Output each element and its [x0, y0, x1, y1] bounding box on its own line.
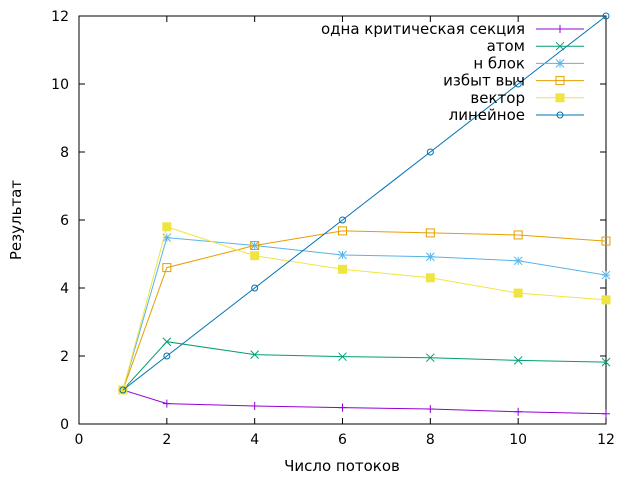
data-point: [426, 148, 434, 156]
data-point: [338, 352, 347, 362]
data-point: [338, 250, 347, 260]
data-point: [250, 401, 259, 410]
data-point: [556, 25, 564, 33]
data-point: [555, 76, 565, 86]
data-point: [601, 270, 611, 280]
x-tick-label: 12: [597, 432, 615, 448]
y-tick-label: 12: [51, 9, 69, 25]
legend-item: вектор: [470, 89, 584, 107]
x-tick-label: 4: [250, 432, 259, 448]
y-axis-label: Результат: [7, 180, 25, 260]
legend-label: линейное: [449, 106, 525, 124]
data-point: [513, 256, 523, 266]
data-point: [338, 403, 347, 412]
data-point: [555, 93, 565, 103]
data-point: [513, 288, 523, 298]
data-point: [162, 337, 172, 347]
series-line: [122, 341, 607, 391]
y-tick-label: 4: [60, 281, 69, 297]
x-tick-label: 0: [75, 432, 84, 448]
data-point: [425, 353, 435, 363]
legend-label: избыт выч: [443, 72, 525, 90]
data-point: [556, 111, 564, 119]
data-point: [163, 352, 171, 360]
x-tick-label: 10: [509, 432, 527, 448]
data-point: [514, 80, 522, 88]
data-point: [338, 226, 347, 236]
x-tick-label: 2: [162, 432, 171, 448]
data-point: [555, 41, 565, 51]
data-point: [425, 273, 435, 283]
data-point: [513, 230, 523, 240]
data-point: [514, 407, 523, 416]
series-line: [122, 15, 607, 391]
data-point: [513, 356, 523, 365]
x-tick-label: 8: [426, 432, 435, 448]
data-point: [425, 252, 435, 262]
data-point: [250, 251, 260, 261]
y-tick-label: 2: [60, 349, 69, 365]
data-point: [425, 228, 435, 238]
data-point: [162, 222, 172, 232]
data-point: [162, 399, 171, 408]
data-point: [339, 216, 346, 224]
axes: 0 2 4 6 8 10 12 0 2 4 6 8 10 12: [51, 9, 615, 448]
y-tick-label: 6: [60, 213, 69, 229]
data-point: [602, 409, 610, 418]
legend-item: н блок: [473, 54, 584, 72]
legend-item: избыт выч: [443, 72, 584, 90]
data-point: [601, 236, 611, 246]
legend-label: атом: [487, 37, 525, 55]
legend-label: н блок: [473, 54, 525, 72]
legend-label: вектор: [470, 89, 525, 107]
data-point: [338, 264, 347, 274]
data-point: [601, 357, 611, 367]
data-point: [162, 263, 172, 273]
series-line: [122, 226, 607, 391]
data-point: [250, 241, 260, 250]
series-line: [122, 230, 607, 391]
series-line: [122, 389, 607, 415]
series-5: [118, 222, 611, 395]
y-tick-label: 10: [51, 77, 69, 93]
x-axis-label: Число потоков: [284, 457, 400, 475]
data-point: [119, 386, 127, 394]
series-1: [118, 386, 610, 418]
series-4: [118, 226, 611, 395]
data-point: [251, 284, 259, 292]
data-point: [602, 12, 610, 20]
legend-item: линейное: [449, 106, 584, 124]
legend-item: одна критическая секция: [321, 20, 584, 38]
data-point: [555, 59, 565, 68]
data-point: [250, 350, 260, 359]
y-tick-label: 0: [60, 417, 69, 433]
data-point: [426, 405, 435, 414]
legend-item: атом: [487, 37, 584, 55]
series-layer: [118, 12, 611, 418]
y-tick-label: 8: [60, 145, 69, 161]
series-6: [119, 12, 610, 394]
legend-label: одна критическая секция: [321, 20, 525, 38]
series-2: [118, 337, 611, 395]
x-tick-label: 6: [338, 432, 347, 448]
data-point: [601, 295, 611, 305]
series-3: [118, 233, 611, 395]
